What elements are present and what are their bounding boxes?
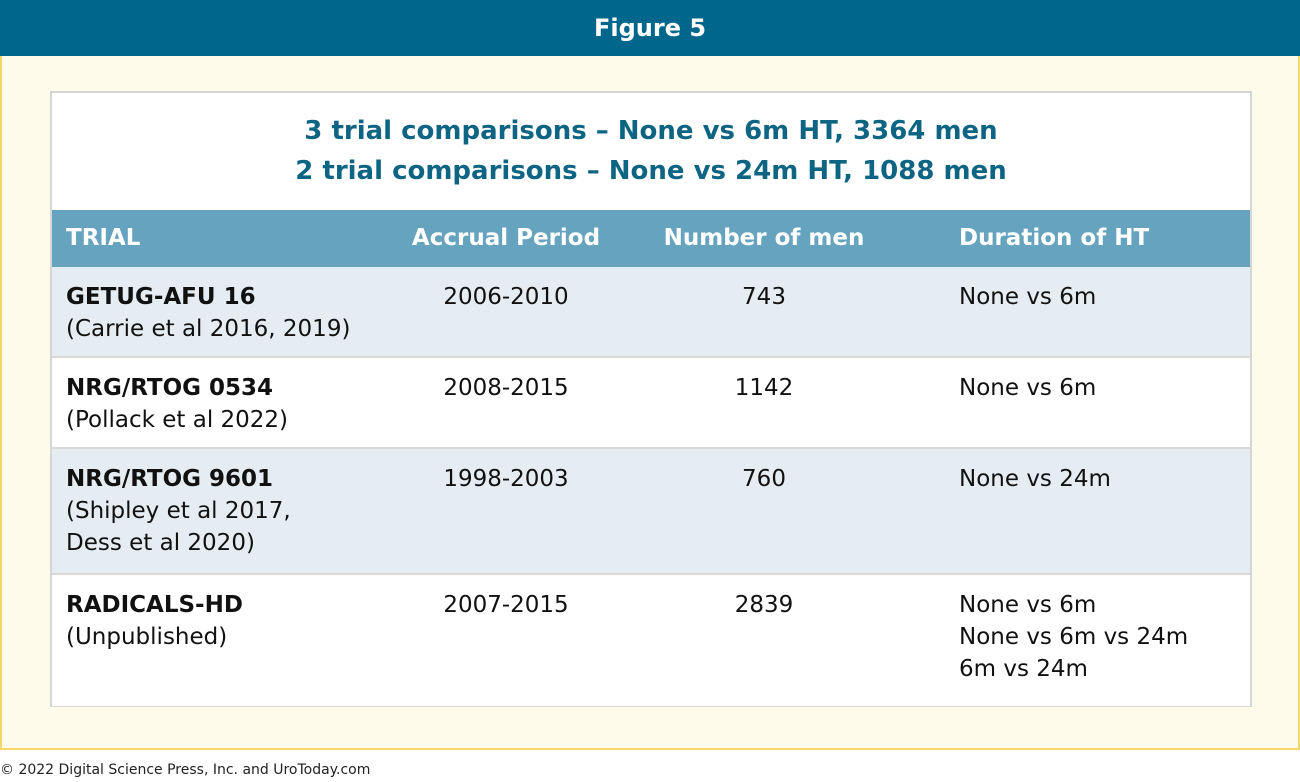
figure-title: Figure 5 xyxy=(593,14,707,42)
trial-name: RADICALS-HD xyxy=(66,592,243,618)
trial-cell: NRG/RTOG 9601 (Shipley et al 2017, Dess … xyxy=(66,463,406,559)
trial-name: NRG/RTOG 9601 xyxy=(66,466,274,492)
trial-cell: RADICALS-HD (Unpublished) xyxy=(66,589,406,653)
number-of-men-cell: 1142 xyxy=(734,375,794,401)
accrual-period-cell: 1998-2003 xyxy=(443,466,569,492)
duration-cell: None vs 6m xyxy=(959,281,1249,313)
duration-cell: None vs 24m xyxy=(959,463,1249,495)
trial-cell: NRG/RTOG 0534 (Pollack et al 2022) xyxy=(66,372,406,436)
duration-line: None vs 6m vs 24m xyxy=(959,624,1189,650)
number-of-men-cell: 760 xyxy=(742,466,786,492)
figure-card: 3 trial comparisons – None vs 6m HT, 336… xyxy=(50,91,1252,707)
subtitle-line: 3 trial comparisons – None vs 6m HT, 336… xyxy=(304,116,998,146)
trial-cell: GETUG-AFU 16 (Carrie et al 2016, 2019) xyxy=(66,281,406,345)
duration-line: None vs 6m xyxy=(959,592,1097,618)
trial-reference: (Shipley et al 2017, Dess et al 2020) xyxy=(66,498,291,556)
trial-reference: (Pollack et al 2022) xyxy=(66,407,289,433)
table-row: NRG/RTOG 9601 (Shipley et al 2017, Dess … xyxy=(52,449,1250,575)
table-header-row: TRIAL Accrual Period Number of men Durat… xyxy=(52,210,1250,267)
figure-title-bar: Figure 5 xyxy=(0,0,1300,56)
table-row: RADICALS-HD (Unpublished) 2007-2015 2839… xyxy=(52,575,1250,706)
header-accrual-period: Accrual Period xyxy=(411,225,601,251)
duration-line: None vs 6m xyxy=(959,375,1097,401)
subtitle-line: 2 trial comparisons – None vs 24m HT, 10… xyxy=(295,156,1007,186)
accrual-period-cell: 2007-2015 xyxy=(443,592,569,618)
table-row: GETUG-AFU 16 (Carrie et al 2016, 2019) 2… xyxy=(52,267,1250,358)
duration-line: 6m vs 24m xyxy=(959,656,1088,682)
trial-reference: (Carrie et al 2016, 2019) xyxy=(66,316,351,342)
trial-name: NRG/RTOG 0534 xyxy=(66,375,274,401)
accrual-period-cell: 2008-2015 xyxy=(443,375,569,401)
accrual-period-cell: 2006-2010 xyxy=(443,284,569,310)
figure-subtitle: 3 trial comparisons – None vs 6m HT, 336… xyxy=(52,111,1250,191)
header-duration-of-ht: Duration of HT xyxy=(959,225,1150,251)
header-number-of-men: Number of men xyxy=(663,225,865,251)
copyright-footer: © 2022 Digital Science Press, Inc. and U… xyxy=(0,762,371,778)
duration-line: None vs 6m xyxy=(959,284,1097,310)
duration-line: None vs 24m xyxy=(959,466,1111,492)
header-trial: TRIAL xyxy=(66,225,141,251)
trials-table: TRIAL Accrual Period Number of men Durat… xyxy=(52,210,1250,706)
trial-reference: (Unpublished) xyxy=(66,624,228,650)
duration-cell: None vs 6m None vs 6m vs 24m 6m vs 24m xyxy=(959,589,1249,685)
table-row: NRG/RTOG 0534 (Pollack et al 2022) 2008-… xyxy=(52,358,1250,449)
number-of-men-cell: 743 xyxy=(742,284,786,310)
trial-name: GETUG-AFU 16 xyxy=(66,284,256,310)
number-of-men-cell: 2839 xyxy=(734,592,794,618)
duration-cell: None vs 6m xyxy=(959,372,1249,404)
